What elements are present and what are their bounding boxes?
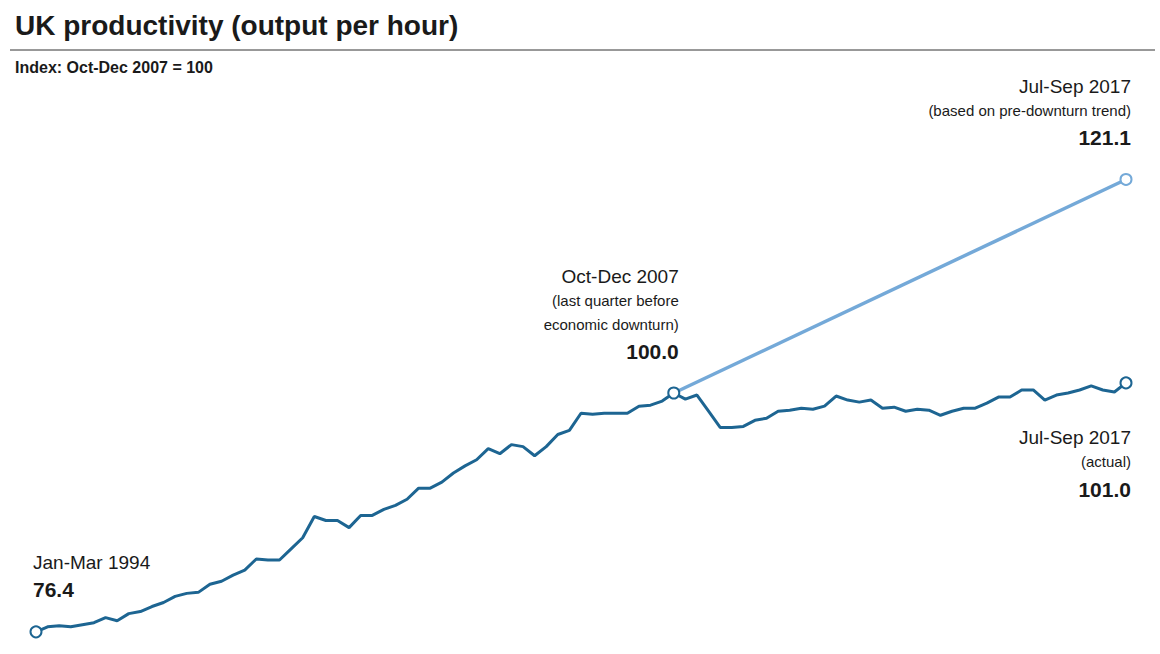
svg-text:101.0: 101.0	[1078, 478, 1131, 501]
svg-text:UK productivity (output per ho: UK productivity (output per hour)	[15, 10, 458, 41]
svg-text:Jan-Mar 1994: Jan-Mar 1994	[33, 552, 151, 573]
svg-text:100.0: 100.0	[626, 340, 679, 363]
svg-text:Index: Oct-Dec 2007 = 100: Index: Oct-Dec 2007 = 100	[15, 59, 213, 76]
svg-text:Jul-Sep 2017: Jul-Sep 2017	[1019, 76, 1131, 97]
svg-text:121.1: 121.1	[1078, 126, 1131, 149]
svg-text:Oct-Dec 2007: Oct-Dec 2007	[562, 266, 679, 287]
svg-text:(based on pre-downturn trend): (based on pre-downturn trend)	[928, 102, 1131, 119]
svg-text:(last quarter before: (last quarter before	[552, 292, 679, 309]
svg-text:(actual): (actual)	[1081, 453, 1131, 470]
svg-text:Jul-Sep 2017: Jul-Sep 2017	[1019, 427, 1131, 448]
svg-text:economic downturn): economic downturn)	[544, 316, 679, 333]
svg-text:76.4: 76.4	[33, 578, 74, 601]
